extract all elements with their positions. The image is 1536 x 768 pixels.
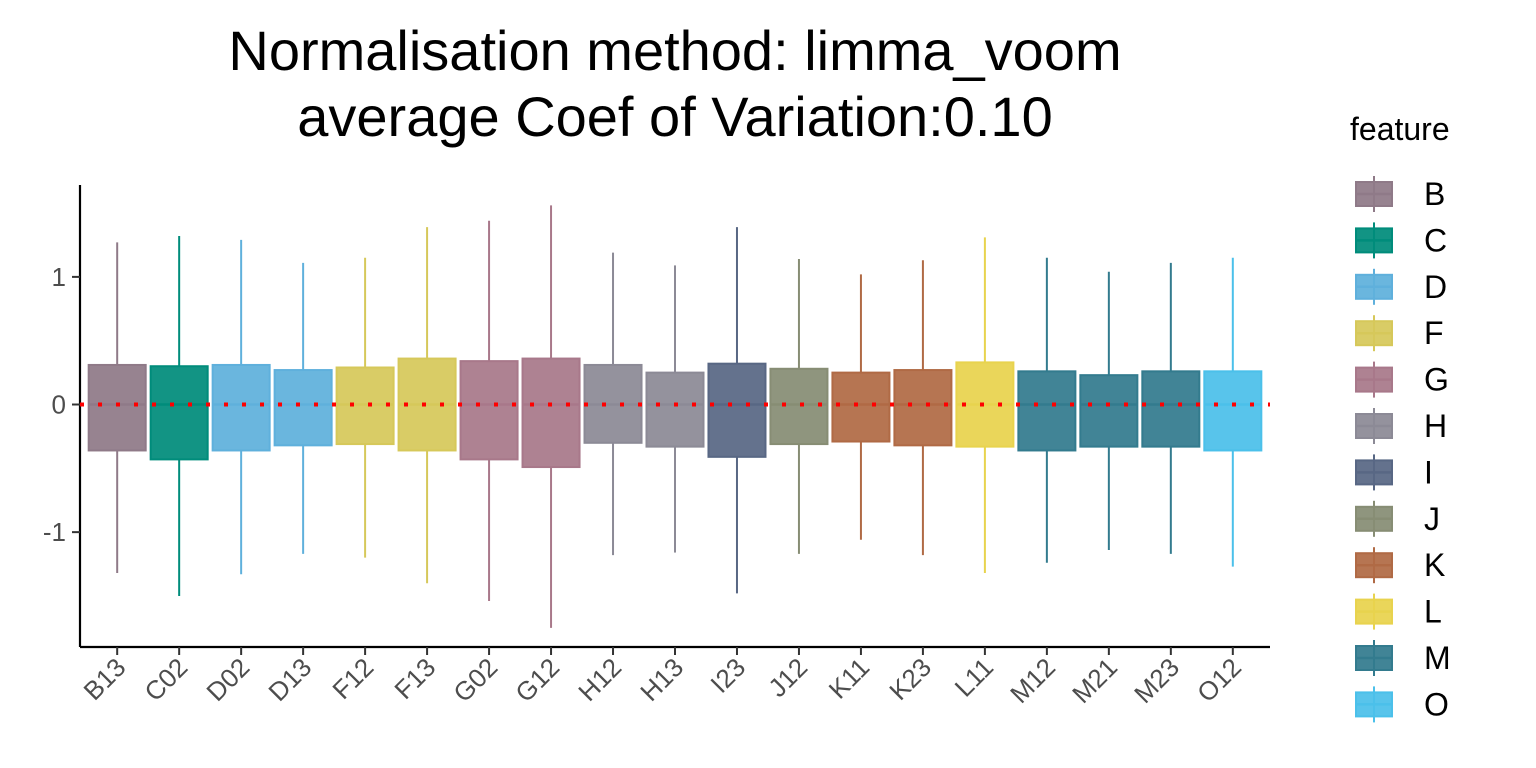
legend-label: B [1424,176,1445,212]
x-tick-label: D02 [200,652,255,707]
x-tick-label: I23 [704,652,751,699]
legend-label: L [1424,594,1442,630]
legend-item-O: O [1355,686,1449,723]
legend-label: M [1424,640,1451,676]
legend-label: G [1424,362,1449,398]
box-M12 [1017,257,1077,563]
box-O12 [1203,257,1263,567]
x-tick-label: M21 [1066,652,1123,709]
y-tick-label: -1 [43,517,66,547]
legend-item-K: K [1355,547,1445,584]
x-tick-label: F13 [388,652,441,705]
legend-label: H [1424,408,1447,444]
x-tick-label: B13 [78,652,132,706]
box-J12 [769,259,829,554]
legend-item-D: D [1355,268,1447,305]
box-D02 [211,239,271,575]
legend-label: C [1424,222,1447,258]
box-body [273,369,333,447]
x-tick-label: L11 [949,652,1000,703]
box-B13 [87,242,147,573]
legend-label: O [1424,686,1449,722]
box-H12 [583,252,643,556]
box-M21 [1079,271,1139,551]
box-body [211,363,271,452]
y-tick-label: 0 [52,390,66,420]
y-tick-label: 1 [52,262,66,292]
box-body [1017,370,1077,452]
box-body [645,371,705,448]
box-body [521,357,581,469]
box-body [1079,374,1139,448]
x-tick-label: D13 [262,652,317,707]
box-body [1141,370,1201,448]
legend-item-H: H [1355,408,1447,444]
chart-title-line-2: average Coef of Variation:0.10 [297,85,1053,148]
legend-item-B: B [1355,176,1445,212]
legend-label: I [1424,454,1433,490]
box-D13 [273,262,333,554]
x-tick-label: M23 [1128,652,1185,709]
chart-title-line-1: Normalisation method: limma_voom [228,19,1122,82]
box-F13 [397,227,457,584]
box-body [459,360,519,461]
box-H13 [645,265,705,553]
legend-item-L: L [1355,593,1442,630]
chart-title: Normalisation method: limma_voom average… [80,18,1270,150]
box-F12 [335,257,395,558]
legend-label: J [1424,501,1440,537]
legend-item-M: M [1355,640,1451,676]
box-body [335,366,395,446]
box-M23 [1141,262,1201,554]
box-body [1203,370,1263,452]
box-K11 [831,274,891,540]
x-tick-label: O12 [1191,652,1247,708]
box-body [87,363,147,452]
legend-label: D [1424,269,1447,305]
x-tick-label: K11 [823,652,876,705]
box-I23 [707,227,767,594]
x-tick-label: F12 [326,652,379,705]
legend-label: F [1424,315,1444,351]
legend-item-F: F [1355,315,1444,352]
x-tick-label: H12 [572,652,627,707]
x-tick-label: H13 [634,652,689,707]
box-K23 [893,260,953,556]
box-G12 [521,205,581,628]
box-body [893,369,953,447]
x-tick-label: K23 [883,652,937,706]
legend-title: feature [1350,111,1450,147]
x-tick-label: G02 [447,652,503,708]
legend-item-G: G [1355,361,1449,398]
plot-panel: -1 0 1 B13 C02 D02 D13 F12 F13 G02 G12 H12 H13 I23 J12… [43,185,1270,709]
box-G02 [459,220,519,602]
box-C02 [149,236,209,596]
x-tick-label: J12 [762,652,813,703]
legend-item-J: J [1355,500,1440,537]
box-body [769,367,829,446]
legend-label: K [1424,547,1445,583]
box-body [149,365,209,461]
x-tick-label: C02 [138,652,193,707]
box-body [707,362,767,458]
legend-item-I: I [1355,454,1433,491]
x-tick-label: M12 [1004,652,1061,709]
legend-item-C: C [1355,222,1447,259]
x-tick-label: G12 [509,652,565,708]
box-body [831,371,891,443]
